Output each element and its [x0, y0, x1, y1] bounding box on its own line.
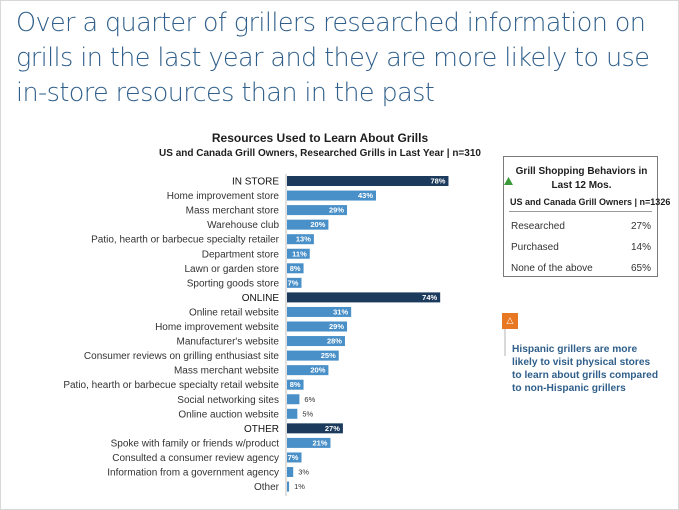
value-label-spoke-with-family-or-friends-w-product: 21%	[312, 438, 327, 447]
category-label-online-auction-website: Online auction website	[178, 409, 279, 420]
bar-online-auction-website	[287, 408, 298, 419]
bar-patio-hearth-or-barbecue-specialty-retailer	[287, 234, 314, 245]
bar-department-store	[287, 248, 310, 259]
category-label-online: ONLINE	[242, 293, 280, 304]
warning-triangle-icon: △	[502, 313, 518, 329]
bar-mass-merchant-website	[287, 365, 329, 376]
value-label-home-improvement-website: 29%	[329, 322, 344, 331]
shopping-box-subtitle: US and Canada Grill Owners | n=1326	[510, 197, 671, 207]
category-label-patio-hearth-or-barbecue-specialty-retailer: Patio, hearth or barbecue specialty reta…	[91, 235, 280, 246]
shopping-row-label: Purchased	[511, 242, 559, 253]
shopping-row-value: 14%	[630, 242, 651, 253]
value-label-online: 74%	[422, 293, 437, 302]
value-label-manufacturer-s-website: 28%	[327, 337, 342, 346]
bar-in-store	[287, 176, 449, 186]
category-label-mass-merchant-store: Mass merchant store	[186, 206, 280, 217]
category-label-warehouse-club: Warehouse club	[207, 220, 279, 231]
value-label-department-store: 11%	[292, 249, 307, 258]
category-label-online-retail-website: Online retail website	[189, 307, 279, 318]
value-label-online-retail-website: 31%	[333, 307, 348, 316]
hispanic-callout-text: Hispanic grillers are more likely to vis…	[512, 344, 659, 394]
value-label-patio-hearth-or-barbecue-specialty-retail-website: 8%	[290, 380, 301, 389]
shopping-box-divider	[509, 211, 652, 212]
bar-consumer-reviews-on-grilling-enthusiast-site	[287, 350, 339, 361]
callout-accent-bar	[504, 316, 506, 356]
value-label-sporting-goods-store: 7%	[288, 278, 299, 287]
value-label-mass-merchant-website: 20%	[310, 366, 325, 375]
chart-subtitle: US and Canada Grill Owners, Researched G…	[159, 148, 481, 159]
slide-headline: Over a quarter of grillers researched in…	[16, 8, 650, 108]
bar-online-retail-website	[287, 306, 352, 317]
category-label-home-improvement-store: Home improvement store	[167, 191, 280, 202]
category-label-home-improvement-website: Home improvement website	[155, 322, 279, 333]
shopping-row-label: Researched	[511, 221, 565, 232]
bar-home-improvement-store	[287, 190, 377, 201]
value-label-consulted-a-consumer-review-agency: 7%	[288, 453, 299, 462]
bar-social-networking-sites	[287, 394, 300, 405]
bar-patio-hearth-or-barbecue-specialty-retail-website	[287, 379, 304, 390]
bar-home-improvement-website	[287, 321, 348, 332]
value-label-other: 1%	[294, 482, 305, 491]
bar-sporting-goods-store	[287, 277, 302, 288]
category-label-patio-hearth-or-barbecue-specialty-retail-website: Patio, hearth or barbecue specialty reta…	[63, 380, 279, 391]
category-label-consulted-a-consumer-review-agency: Consulted a consumer review agency	[112, 453, 279, 464]
bar-lawn-or-garden-store	[287, 263, 304, 274]
shopping-row-label: None of the above	[511, 263, 593, 274]
category-label-department-store: Department store	[202, 249, 280, 260]
value-label-information-from-a-government-agency: 3%	[298, 468, 309, 477]
category-label-sporting-goods-store: Sporting goods store	[187, 278, 280, 289]
bar-information-from-a-government-agency	[287, 467, 294, 477]
bar-mass-merchant-store	[287, 205, 348, 216]
category-label-social-networking-sites: Social networking sites	[177, 395, 279, 406]
bar-other	[287, 481, 290, 492]
category-label-manufacturer-s-website: Manufacturer's website	[176, 337, 279, 348]
value-label-other: 27%	[325, 424, 340, 433]
shopping-row-value: 27%	[630, 221, 651, 232]
value-label-in-store: 78%	[430, 177, 445, 186]
value-label-social-networking-sites: 6%	[304, 395, 315, 404]
category-label-consumer-reviews-on-grilling-enthusiast-site: Consumer reviews on grilling enthusiast …	[84, 351, 280, 362]
value-label-online-auction-website: 5%	[302, 409, 313, 418]
category-label-in-store: IN STORE	[232, 177, 279, 188]
shopping-behaviors-box: Grill Shopping Behaviors in Last 12 Mos.…	[503, 156, 671, 277]
bar-warehouse-club	[287, 219, 329, 230]
category-label-information-from-a-government-agency: Information from a government agency	[107, 468, 279, 479]
value-label-consumer-reviews-on-grilling-enthusiast-site: 25%	[321, 351, 336, 360]
up-arrow-icon	[504, 177, 514, 185]
bar-consulted-a-consumer-review-agency	[287, 452, 302, 463]
value-label-lawn-or-garden-store: 8%	[290, 264, 301, 273]
bar-online	[287, 292, 441, 303]
shopping-box-title: Grill Shopping Behaviors in Last 12 Mos.	[515, 166, 648, 191]
category-label-mass-merchant-website: Mass merchant website	[174, 366, 279, 377]
value-label-mass-merchant-store: 29%	[329, 206, 344, 215]
category-label-other: Other	[254, 482, 280, 493]
chart-title: Resources Used to Learn About Grills	[211, 131, 429, 145]
value-label-warehouse-club: 20%	[310, 220, 325, 229]
category-label-spoke-with-family-or-friends-w-product: Spoke with family or friends w/product	[111, 438, 280, 449]
category-label-other: OTHER	[244, 424, 279, 435]
bar-other	[287, 423, 343, 434]
bar-spoke-with-family-or-friends-w-product	[287, 437, 331, 448]
bar-manufacturer-s-website	[287, 336, 345, 347]
category-label-lawn-or-garden-store: Lawn or garden store	[184, 264, 279, 275]
shopping-row-value: 65%	[630, 263, 651, 274]
value-label-patio-hearth-or-barbecue-specialty-retailer: 13%	[296, 235, 311, 244]
value-label-home-improvement-store: 43%	[358, 191, 373, 200]
